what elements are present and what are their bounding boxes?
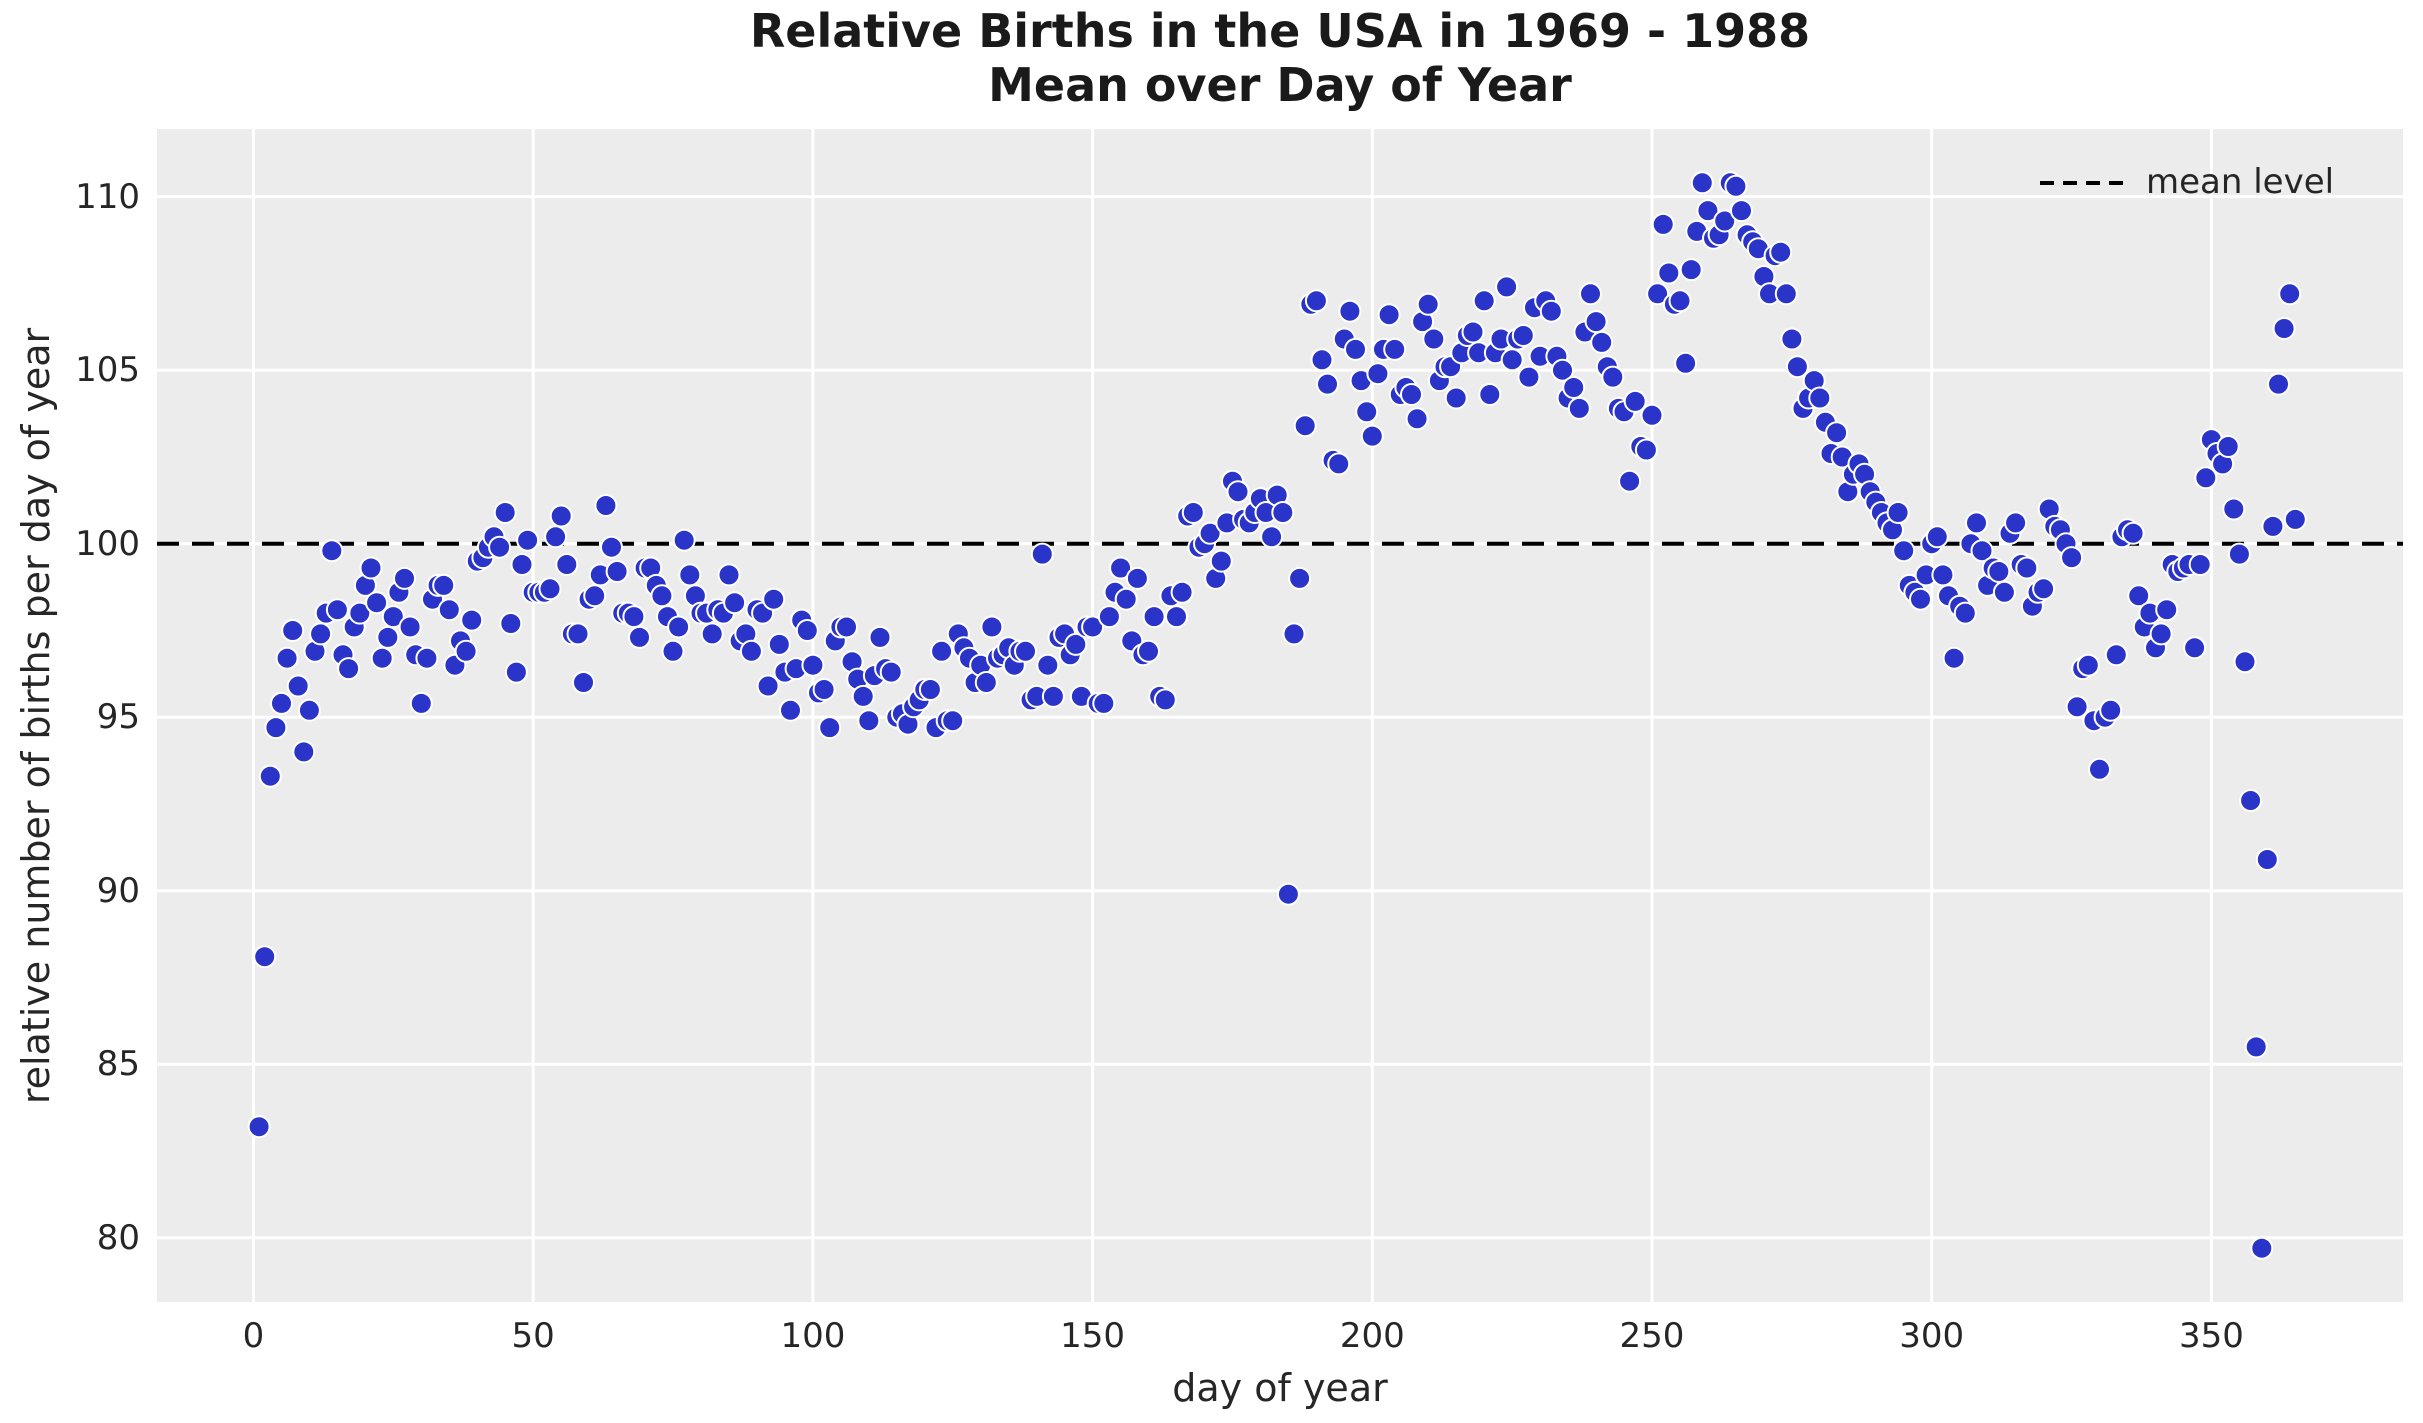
x-tick-label: 100 (780, 1316, 846, 1356)
legend: mean level (2040, 160, 2334, 204)
legend-label: mean level (2146, 162, 2335, 202)
legend-dashed-line-icon (2040, 173, 2124, 192)
x-axis-label: day of year (1172, 1366, 1388, 1410)
x-tick-label: 200 (1339, 1316, 1405, 1356)
y-tick-label: 90 (96, 870, 140, 911)
y-tick-label: 110 (75, 176, 140, 217)
chart-title-line1: Relative Births in the USA in 1969 - 198… (749, 4, 1811, 58)
x-tick-label: 300 (1899, 1316, 1965, 1356)
chart-title-line2: Mean over Day of Year (988, 58, 1572, 112)
y-tick-label: 95 (96, 697, 140, 738)
y-tick-label: 85 (96, 1044, 140, 1085)
scatter-points (247, 171, 2307, 1260)
y-tick-label: 80 (96, 1217, 140, 1258)
x-tick-label: 150 (1060, 1316, 1126, 1356)
y-tick-label: 105 (75, 350, 140, 391)
x-tick-label: 50 (511, 1316, 555, 1356)
x-tick-label: 250 (1619, 1316, 1685, 1356)
x-tick-label: 0 (242, 1316, 265, 1356)
chart-title: Relative Births in the USA in 1969 - 198… (157, 4, 2403, 112)
y-tick-label: 100 (75, 523, 140, 564)
plot-panel (157, 129, 2403, 1302)
x-tick-label: 350 (2178, 1316, 2244, 1356)
